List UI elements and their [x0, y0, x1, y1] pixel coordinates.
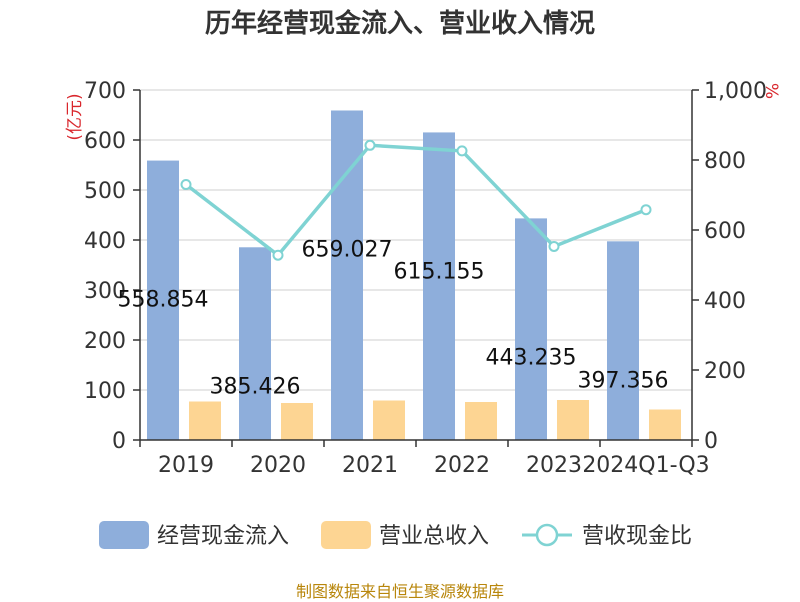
bar-cash-inflow — [147, 160, 179, 440]
bar-cash-inflow — [607, 241, 639, 440]
data-label-cash-inflow: 385.426 — [210, 374, 301, 399]
x-axis-tick-label: 2022 — [434, 453, 490, 478]
right-axis-tick-label: 200 — [704, 359, 746, 384]
left-axis-tick-label: 0 — [112, 429, 126, 454]
right-axis-tick-label: 400 — [704, 289, 746, 314]
bar-revenue — [373, 400, 405, 440]
bar-revenue — [557, 400, 589, 440]
right-axis-tick-label: 0 — [704, 429, 718, 454]
line-point — [548, 240, 560, 252]
legend-swatch-cash-inflow — [99, 521, 149, 549]
line-point — [272, 249, 284, 261]
data-labels: 0 100 200 300 400 500 600 700 0 200 400 600 800 1,000… — [84, 79, 767, 478]
legend-marker-ratio — [535, 523, 559, 547]
right-axis-tick-label: 600 — [704, 219, 746, 244]
left-axis-tick-label: 400 — [84, 229, 126, 254]
x-axis-tick-label: 2021 — [342, 453, 398, 478]
bar-cash-inflow — [239, 247, 271, 440]
data-label-cash-inflow: 558.854 — [118, 288, 209, 313]
line-series — [180, 139, 652, 261]
bar-cash-inflow — [423, 132, 455, 441]
line-cash-revenue-ratio — [184, 143, 647, 258]
line-point — [180, 179, 192, 190]
line-point — [364, 139, 376, 151]
line-point — [456, 145, 468, 157]
bar-revenue — [281, 403, 313, 440]
data-label-cash-inflow: 659.027 — [302, 237, 393, 262]
bar-cash-inflow — [331, 110, 363, 440]
right-axis-tick-label: 800 — [704, 149, 746, 174]
left-axis-tick-label: 300 — [84, 279, 126, 304]
bar-cash-inflow — [515, 218, 547, 440]
data-label-cash-inflow: 615.155 — [394, 259, 485, 284]
x-axis-tick-label: 2020 — [250, 453, 306, 478]
legend-label-revenue: 营业总收入 — [379, 524, 489, 549]
data-label-cash-inflow: 443.235 — [486, 345, 577, 370]
bars — [147, 110, 681, 441]
bar-revenue — [649, 409, 681, 440]
bar-revenue — [465, 402, 497, 440]
gridlines — [140, 89, 692, 391]
data-label-cash-inflow: 397.356 — [578, 368, 669, 393]
left-axis-tick-label: 500 — [84, 179, 126, 204]
legend-swatch-revenue — [321, 521, 371, 549]
line-point — [640, 204, 652, 216]
source-note: 制图数据来自恒生聚源数据库 — [295, 582, 504, 601]
x-axis-tick-label: 2019 — [158, 453, 214, 478]
left-axis-tick-label: 600 — [84, 129, 126, 154]
x-axis-tick-label: 2024Q1-Q3 — [582, 453, 709, 478]
left-axis-tick-label: 700 — [84, 79, 126, 104]
right-axis-tick-label: 1,000 — [704, 79, 767, 104]
left-axis-unit: (亿元) — [65, 93, 85, 140]
right-axis-unit: % — [761, 83, 781, 99]
legend-label-ratio: 营收现金比 — [582, 524, 692, 549]
left-axis-tick-label: 200 — [84, 329, 126, 354]
legend: 经营现金流入 营业总收入 营收现金比 — [99, 521, 692, 549]
chart-title: 历年经营现金流入、营业收入情况 — [205, 8, 595, 39]
bar-revenue — [189, 401, 221, 440]
left-axis-tick-label: 100 — [84, 379, 126, 404]
legend-label-cash-inflow: 经营现金流入 — [157, 524, 289, 549]
axes — [133, 89, 699, 447]
x-axis-tick-label: 2023 — [526, 453, 582, 478]
